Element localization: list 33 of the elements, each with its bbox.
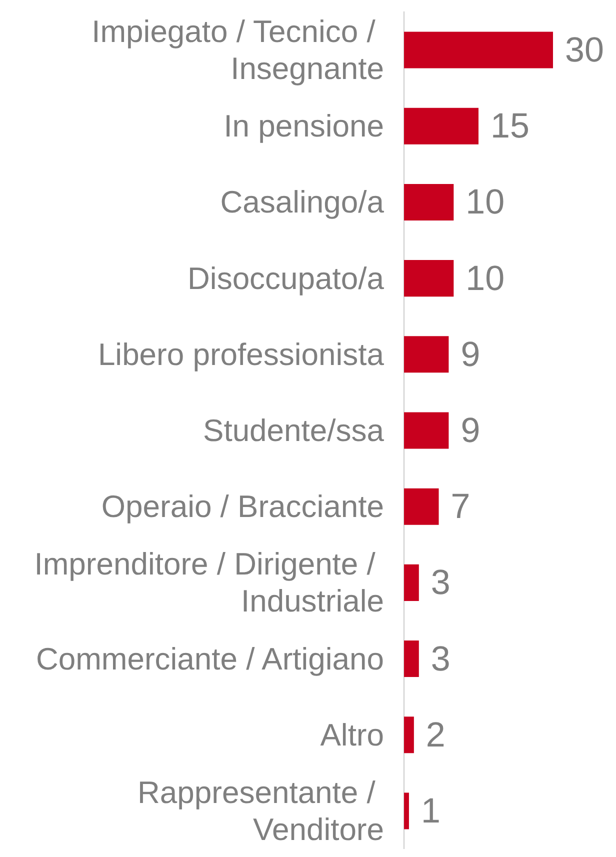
bar (404, 260, 454, 297)
bar (404, 336, 449, 373)
y-tick-label: Operaio / Bracciante (101, 489, 384, 524)
bar (404, 792, 409, 830)
bar (404, 488, 439, 525)
data-label: 3 (430, 639, 450, 678)
data-label: 9 (460, 411, 480, 450)
data-label: 2 (426, 715, 446, 754)
data-label: 1 (420, 791, 440, 830)
y-tick-label: Rappresentante / Venditore (138, 774, 384, 847)
y-tick-label: Impiegato / Tecnico / Insegnante (92, 14, 384, 86)
bar (404, 32, 553, 68)
bar (404, 108, 478, 144)
y-tick-label: Studente/ssa (203, 413, 385, 448)
y-tick-label: Casalingo/a (220, 184, 385, 220)
bar (404, 640, 419, 678)
bar (404, 716, 414, 754)
bar (404, 184, 454, 220)
data-label: 3 (430, 563, 450, 602)
y-tick-label: Commerciante / Artigiano (36, 641, 384, 676)
data-label: 10 (466, 258, 505, 298)
data-label: 7 (450, 487, 470, 526)
bar (404, 564, 419, 601)
bar (404, 412, 449, 449)
y-tick-label: Altro (320, 717, 384, 752)
y-tick-label: Libero professionista (98, 336, 385, 372)
y-tick-label: Disoccupato/a (188, 260, 385, 296)
y-tick-label: Imprenditore / Dirigente / Industriale (34, 546, 384, 619)
y-tick-label: In pensione (224, 108, 384, 144)
data-label: 9 (460, 334, 480, 374)
data-label: 10 (466, 182, 505, 222)
data-label: 30 (565, 30, 604, 70)
data-label: 15 (490, 106, 530, 146)
